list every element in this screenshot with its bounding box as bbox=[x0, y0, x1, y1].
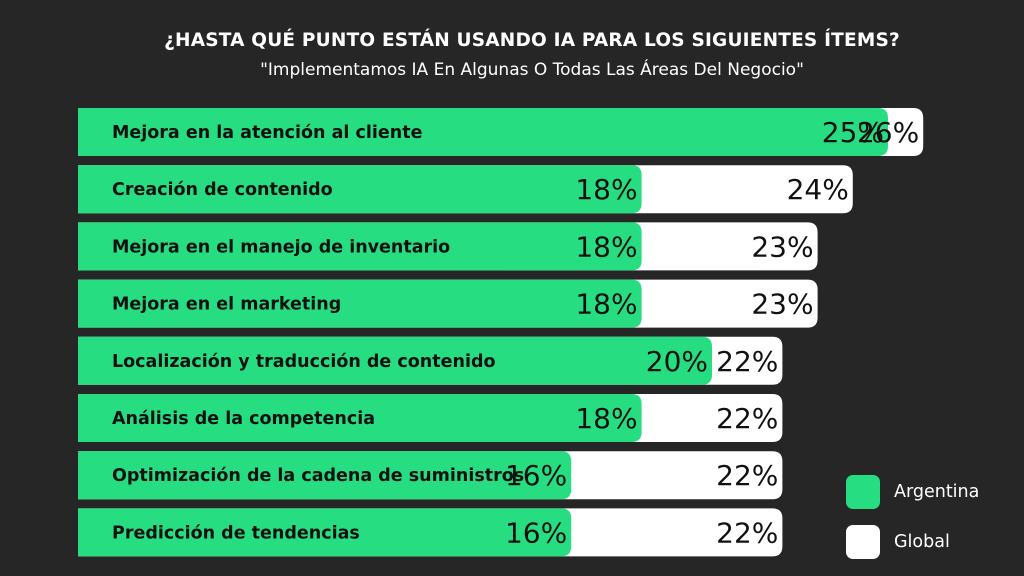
legend-label-argentina: Argentina bbox=[894, 482, 980, 502]
value-label-argentina: 18% bbox=[575, 288, 637, 321]
chart-title: ¿HASTA QUÉ PUNTO ESTÁN USANDO IA PARA LO… bbox=[164, 30, 900, 51]
category-label: Creación de contenido bbox=[112, 180, 333, 200]
bar-argentina bbox=[78, 165, 642, 214]
chart-subtitle: "Implementamos IA En Algunas O Todas Las… bbox=[260, 60, 804, 80]
value-label-argentina: 16% bbox=[505, 459, 567, 492]
legend-swatch-global bbox=[846, 525, 880, 559]
value-label-global: 22% bbox=[716, 459, 778, 492]
legend-swatch-argentina bbox=[846, 475, 880, 509]
category-label: Mejora en el manejo de inventario bbox=[112, 237, 450, 257]
legend-item-global: Global bbox=[846, 524, 979, 560]
legend-label-global: Global bbox=[894, 532, 950, 552]
value-label-global: 22% bbox=[716, 516, 778, 549]
category-label: Mejora en la atención al cliente bbox=[112, 123, 423, 143]
bar-argentina bbox=[78, 451, 572, 500]
category-label: Localización y traducción de contenido bbox=[112, 352, 496, 372]
value-label-global: 22% bbox=[716, 345, 778, 378]
category-label: Mejora en el marketing bbox=[112, 295, 341, 315]
value-label-argentina: 16% bbox=[505, 516, 567, 549]
bar-argentina bbox=[78, 394, 642, 442]
legend-item-argentina: Argentina bbox=[846, 474, 979, 510]
value-label-argentina: 20% bbox=[646, 345, 708, 378]
value-label-global: 22% bbox=[716, 402, 778, 435]
category-label: Predicción de tendencias bbox=[112, 523, 360, 543]
value-label-argentina: 25% bbox=[822, 116, 884, 149]
value-label-argentina: 18% bbox=[575, 173, 637, 206]
value-label-argentina: 18% bbox=[575, 230, 637, 263]
bar-argentina bbox=[78, 108, 888, 156]
value-label-argentina: 18% bbox=[575, 402, 637, 435]
category-label: Análisis de la competencia bbox=[112, 409, 375, 429]
category-label: Optimización de la cadena de suministros bbox=[112, 466, 524, 486]
bar-argentina bbox=[78, 336, 712, 385]
value-label-global: 24% bbox=[787, 173, 849, 206]
bar-argentina bbox=[78, 508, 572, 557]
value-label-global: 23% bbox=[751, 288, 813, 321]
bar-argentina bbox=[78, 279, 642, 328]
legend: Argentina Global bbox=[846, 474, 979, 574]
value-label-global: 26% bbox=[857, 116, 919, 149]
value-label-global: 23% bbox=[751, 230, 813, 263]
bar-argentina bbox=[78, 222, 642, 271]
